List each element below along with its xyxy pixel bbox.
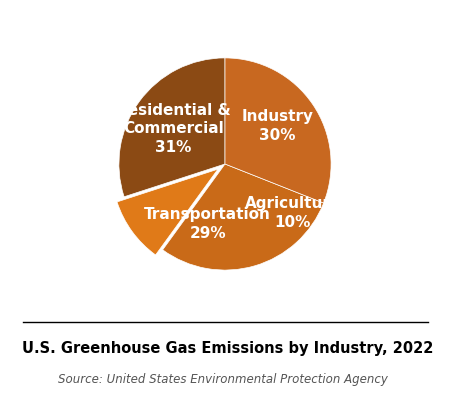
Wedge shape [119,58,225,197]
Text: U.S. Greenhouse Gas Emissions by Industry, 2022: U.S. Greenhouse Gas Emissions by Industr… [22,340,434,356]
Text: Agriculture
10%: Agriculture 10% [244,196,341,230]
Wedge shape [162,164,324,270]
Text: Residential &
Commercial
31%: Residential & Commercial 31% [116,103,231,155]
Text: Industry
30%: Industry 30% [242,109,314,143]
Wedge shape [225,58,331,203]
Text: Source: United States Environmental Protection Agency: Source: United States Environmental Prot… [58,374,388,386]
Text: Transportation
29%: Transportation 29% [144,207,271,241]
Wedge shape [117,169,218,255]
